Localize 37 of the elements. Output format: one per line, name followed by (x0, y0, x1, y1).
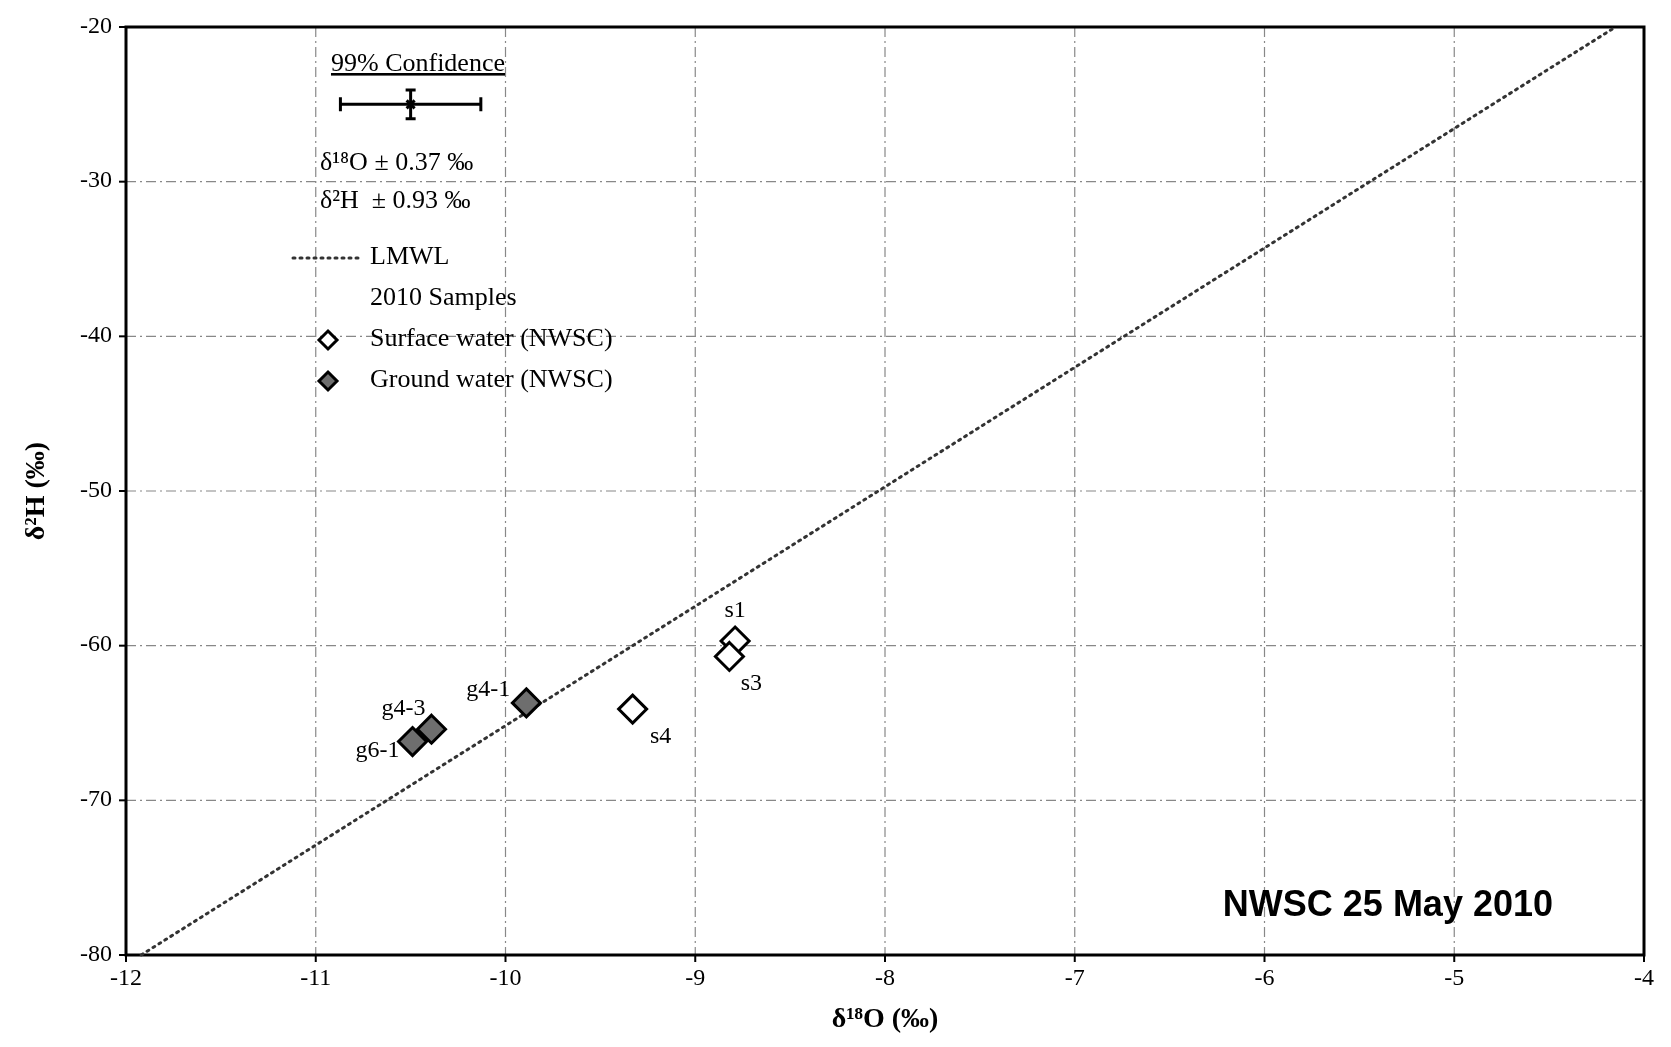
y-tick-label: -20 (80, 11, 112, 38)
y-tick-label: -70 (80, 784, 112, 811)
y-tick-label: -30 (80, 166, 112, 193)
point (617, 693, 649, 725)
y-tick-label: -50 (80, 475, 112, 502)
annotation: δ²H ± 0.93 ‰ (320, 185, 471, 214)
point (397, 726, 429, 758)
x-tick-label: -8 (875, 964, 895, 990)
point (405, 98, 417, 110)
data-label: s4 (649, 721, 672, 748)
data-label: s3 (740, 668, 763, 696)
x-tick-label: -11 (300, 964, 332, 990)
x-tick-label: -9 (685, 964, 706, 990)
x-tick-label: -5 (1444, 964, 1465, 990)
legend-label: Ground water (NWSC) (370, 363, 613, 393)
annotation: 99% Confidence (330, 48, 506, 77)
x-tick-label: -12 (110, 964, 142, 990)
legend-label: Surface water (NWSC) (370, 322, 613, 352)
x-tick-label: -10 (489, 964, 522, 990)
x-tick-label: -4 (1634, 964, 1654, 990)
annotation: δ¹⁸O ± 0.37 ‰ (320, 147, 474, 176)
point (510, 687, 542, 719)
x-axis-title: δ¹⁸O (‰) (831, 1002, 939, 1033)
data-label: s1 (724, 595, 746, 622)
point (713, 640, 745, 672)
data-label: g6-1 (355, 736, 400, 763)
y-axis-title: δ²H (‰) (19, 441, 50, 541)
legend-title: 2010 Samples (370, 281, 517, 311)
legend-label: LMWL (370, 240, 450, 270)
x-tick-label: -7 (1064, 964, 1085, 990)
data-label: g4-3 (381, 693, 426, 720)
annotation: NWSC 25 May 2010 (1222, 883, 1553, 924)
y-tick-label: -40 (80, 320, 112, 347)
data-label: g4-1 (466, 675, 511, 702)
y-tick-label: -80 (80, 939, 112, 966)
y-tick-label: -60 (80, 630, 112, 657)
x-tick-label: -6 (1254, 964, 1275, 990)
